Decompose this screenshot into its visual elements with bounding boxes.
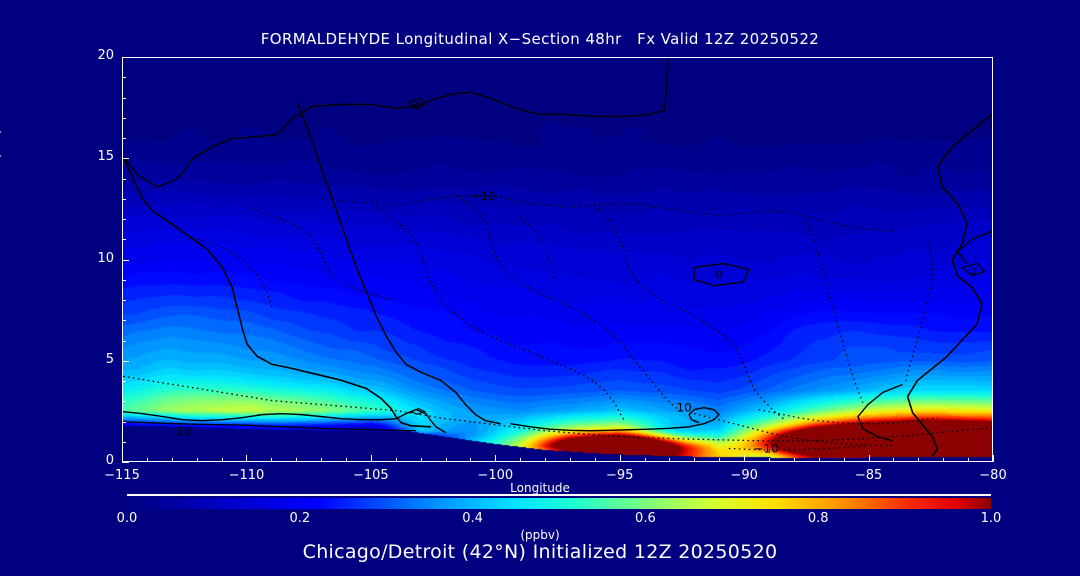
x-minor-tick (271, 458, 273, 462)
y-minor-tick (122, 279, 126, 281)
x-minor-tick (818, 458, 820, 462)
x-minor-tick (545, 458, 547, 462)
x-tick-label: −85 (854, 468, 883, 483)
colorbar-tick-label: 0.2 (289, 511, 311, 526)
colorbar-tick-label: 0.8 (807, 511, 829, 526)
x-minor-tick (769, 458, 771, 462)
y-tick (122, 259, 129, 261)
x-minor-tick (918, 458, 920, 462)
svg-text:0: 0 (970, 267, 976, 278)
x-minor-tick (968, 458, 970, 462)
plot-area: 0 0 0 −10 10 10 −10 (122, 57, 993, 462)
x-tick (495, 455, 497, 462)
y-minor-tick (122, 239, 126, 241)
y-tick-label: 15 (97, 149, 114, 165)
y-minor-tick (122, 421, 126, 423)
y-minor-tick (122, 97, 126, 99)
y-tick-label: 20 (97, 48, 114, 63)
x-minor-tick (321, 458, 323, 462)
x-minor-tick (146, 458, 148, 462)
y-tick (122, 360, 129, 362)
x-tick-label: −110 (228, 468, 265, 483)
x-minor-tick (445, 458, 447, 462)
svg-text:−10: −10 (753, 442, 778, 456)
x-minor-tick (893, 458, 895, 462)
x-tick-label: −105 (352, 468, 389, 483)
x-minor-tick (470, 458, 472, 462)
contour-overlay: 0 0 0 −10 10 10 −10 (123, 58, 992, 457)
colorbar-units-label: (ppbv) (520, 528, 560, 542)
y-minor-tick (122, 320, 126, 322)
colorbar[interactable] (127, 498, 991, 509)
x-minor-tick (520, 458, 522, 462)
x-minor-tick (221, 458, 223, 462)
x-minor-tick (644, 458, 646, 462)
x-minor-tick (594, 458, 596, 462)
x-minor-tick (694, 458, 696, 462)
x-minor-tick (569, 458, 571, 462)
x-minor-tick (669, 458, 671, 462)
svg-text:−10: −10 (470, 189, 495, 203)
y-minor-tick (122, 340, 126, 342)
x-tick (246, 455, 248, 462)
x-minor-tick (420, 458, 422, 462)
svg-text:10: 10 (677, 401, 692, 415)
x-minor-tick (793, 458, 795, 462)
x-minor-tick (196, 458, 198, 462)
y-minor-tick (122, 300, 126, 301)
y-tick-label: 10 (97, 250, 114, 266)
concentration-field (123, 58, 992, 461)
y-minor-tick (122, 401, 126, 403)
y-minor-tick (122, 178, 126, 180)
x-tick-label: −115 (104, 468, 140, 483)
colorbar-tick-label: 0.4 (462, 511, 483, 526)
y-minor-tick (122, 77, 126, 79)
colorbar-top-rule (127, 494, 991, 496)
x-minor-tick (296, 458, 298, 462)
figure-caption: Chicago/Detroit (42°N) Initialized 12Z 2… (302, 541, 778, 563)
colorbar-tick-label: 1.0 (980, 511, 1002, 526)
colorbar-tick-label: 0.6 (635, 511, 656, 526)
x-tick (868, 455, 870, 462)
y-minor-tick (122, 117, 126, 119)
y-minor-tick (122, 219, 126, 220)
svg-text:0: 0 (414, 100, 421, 113)
x-tick-label: −90 (730, 468, 758, 483)
colorbar-tick-label: 0.0 (116, 511, 138, 526)
x-tick-label: −100 (477, 468, 514, 483)
y-tick (122, 57, 129, 58)
svg-text:10: 10 (176, 424, 191, 438)
x-minor-tick (843, 458, 845, 462)
y-tick-label: 5 (105, 351, 114, 367)
x-tick (370, 455, 372, 462)
x-minor-tick (345, 458, 347, 462)
x-tick (122, 455, 123, 462)
x-tick-label: −95 (605, 468, 634, 483)
y-minor-tick (122, 381, 126, 382)
x-tick (619, 455, 621, 462)
x-minor-tick (719, 458, 721, 462)
figure-title: FORMALDEHYDE Longitudinal X−Section 48hr… (260, 30, 820, 48)
y-minor-tick (122, 441, 126, 443)
x-tick (744, 455, 746, 462)
svg-text:0: 0 (715, 269, 722, 282)
y-tick (122, 462, 129, 463)
x-axis-title: Longitude (510, 481, 570, 495)
y-minor-tick (122, 198, 126, 200)
x-tick-label: −80 (979, 468, 1007, 483)
x-tick (993, 455, 994, 462)
y-axis-title: Altitude (km) (0, 128, 3, 214)
x-minor-tick (171, 458, 173, 462)
y-minor-tick (122, 138, 126, 139)
x-minor-tick (395, 458, 397, 462)
y-tick-label: 0 (105, 453, 114, 468)
y-tick (122, 158, 129, 160)
x-minor-tick (943, 458, 945, 462)
